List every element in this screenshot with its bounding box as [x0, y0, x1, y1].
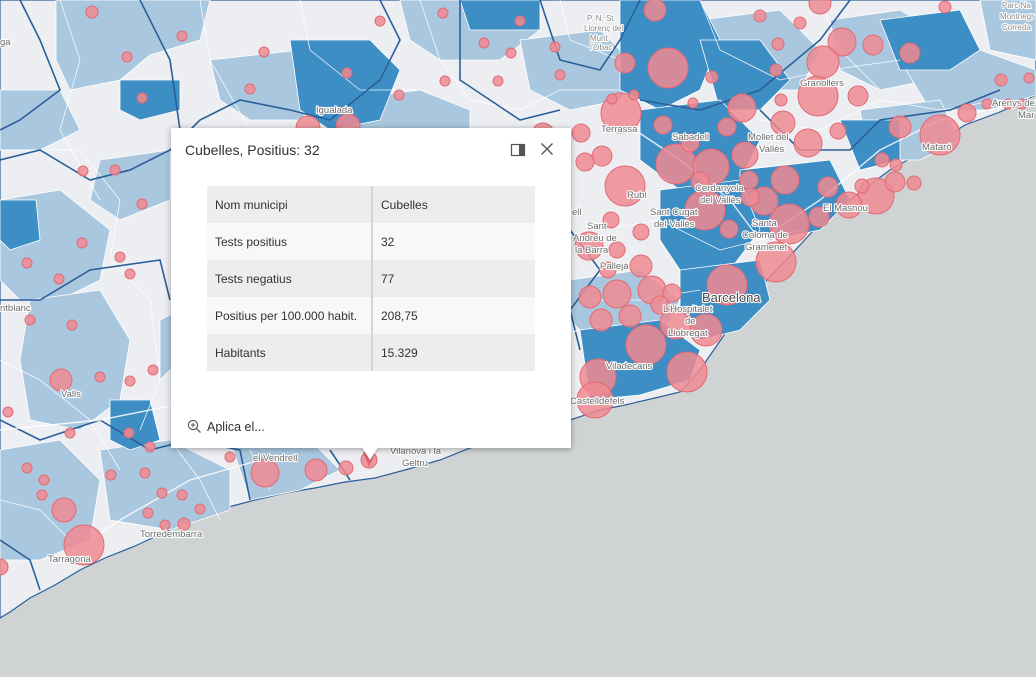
- label-ell: ell: [572, 207, 582, 218]
- close-icon: [541, 143, 553, 155]
- dock-side-icon: [510, 143, 526, 157]
- label-cerdanyola-2: del Vallès: [700, 195, 741, 206]
- attribute-key: Nom municipi: [207, 186, 373, 223]
- label-montblanc: ntblanc: [0, 303, 31, 314]
- label-castelldefels: Castelldefels: [570, 396, 625, 407]
- label-valls: Valls: [61, 389, 81, 400]
- label-arenys-2: Mar: [1018, 110, 1034, 121]
- attribute-value: 208,75: [381, 308, 418, 323]
- label-pnst-2: Llorenç del: [584, 24, 623, 33]
- feature-popup: Cubelles, Positius: 32 Nom municipi Cube…: [171, 128, 571, 448]
- label-cerdanyola-1: Cerdanyola: [695, 183, 744, 194]
- label-mataro: Mataró: [922, 142, 952, 153]
- label-sabadell: Sabadell: [672, 132, 709, 143]
- place-labels: Barcelona Terrassa Sabadell Granollers M…: [0, 0, 1036, 566]
- label-igualada: Igualada: [316, 105, 353, 116]
- label-santacoloma-1: Santa: [752, 218, 778, 229]
- popup-title: Cubelles, Positius: 32: [185, 142, 320, 158]
- comarca-borders: [0, 0, 1001, 591]
- attribute-value: Cubelles: [381, 197, 428, 212]
- label-pnst-1: P. N. St.: [587, 14, 616, 23]
- label-santacoloma-3: Gramenet: [745, 242, 788, 253]
- attribute-key: Tests negatius: [207, 260, 373, 297]
- zoom-in-icon: [187, 419, 201, 433]
- positive-tests-bubbles[interactable]: [0, 0, 1035, 576]
- table-row: Nom municipi Cubelles: [207, 186, 535, 223]
- table-row: Tests positius 32: [207, 223, 535, 260]
- label-correda-3: Correda: [1002, 23, 1031, 32]
- zoom-to-action[interactable]: Aplica el...: [187, 419, 265, 434]
- label-granollers: Granollers: [800, 78, 844, 89]
- label-viladecans: Viladecans: [606, 361, 653, 372]
- label-arenys-1: Arenys de: [992, 98, 1035, 109]
- label-santcugat-1: Sant Cugat: [650, 207, 698, 218]
- label-tarragona: Tarragona: [48, 554, 91, 565]
- zoom-action-label: Aplica el...: [207, 419, 265, 434]
- attribute-key: Habitants: [207, 334, 373, 371]
- label-hospitalet-3: Llobregat: [668, 328, 708, 339]
- label-hospitalet-1: L'Hospitalet: [663, 304, 713, 315]
- label-mollet-2: Vallès: [759, 144, 784, 155]
- label-santandreu-1: Sant: [587, 221, 607, 232]
- label-correda-1: Parc Na: [1002, 1, 1031, 10]
- dock-popup-button[interactable]: [509, 141, 527, 159]
- municipal-boundaries: [0, 0, 1001, 541]
- close-popup-button[interactable]: [538, 140, 556, 158]
- label-pnst-4: l'Obac: [590, 43, 612, 52]
- table-row: Positius per 100.000 habit. 208,75: [207, 297, 535, 334]
- label-santandreu-3: la Barra: [575, 245, 609, 256]
- label-elmasnou: El Masnou: [823, 203, 868, 214]
- label-correda-2: Montnegr: [1000, 12, 1034, 21]
- label-barcelona: Barcelona: [702, 290, 761, 305]
- label-santandreu-2: Andreu de: [573, 233, 617, 244]
- label-hospitalet-2: de: [685, 316, 696, 327]
- attribute-value: 77: [381, 271, 395, 286]
- label-pnst-3: Munt: [590, 34, 609, 43]
- label-vilanova-2: Geltrú: [402, 458, 428, 469]
- table-row: Habitants 15.329: [207, 334, 535, 371]
- attribute-value: 32: [381, 234, 395, 249]
- table-row: Tests negatius 77: [207, 260, 535, 297]
- attribute-key: Tests positius: [207, 223, 373, 260]
- label-torredembarra: Torredembarra: [140, 529, 203, 540]
- attribute-table: Nom municipi Cubelles Tests positius 32 …: [207, 186, 535, 371]
- popup-pointer: [361, 446, 379, 460]
- label-santacoloma-2: Coloma de: [742, 230, 788, 241]
- label-vilanova-1: Vilanova i la: [390, 446, 442, 457]
- label-palleja: Pallejà: [600, 261, 629, 272]
- attribute-key: Positius per 100.000 habit.: [207, 297, 373, 334]
- label-santcugat-2: del Vallès: [654, 219, 695, 230]
- label-rubi: Rubí: [627, 190, 647, 201]
- label-elvendrell: el Vendrell: [253, 453, 297, 464]
- attribute-value: 15.329: [381, 345, 418, 360]
- label-ga: ga: [0, 37, 11, 48]
- label-mollet-1: Mollet del: [748, 132, 789, 143]
- label-terrassa: Terrassa: [601, 124, 638, 135]
